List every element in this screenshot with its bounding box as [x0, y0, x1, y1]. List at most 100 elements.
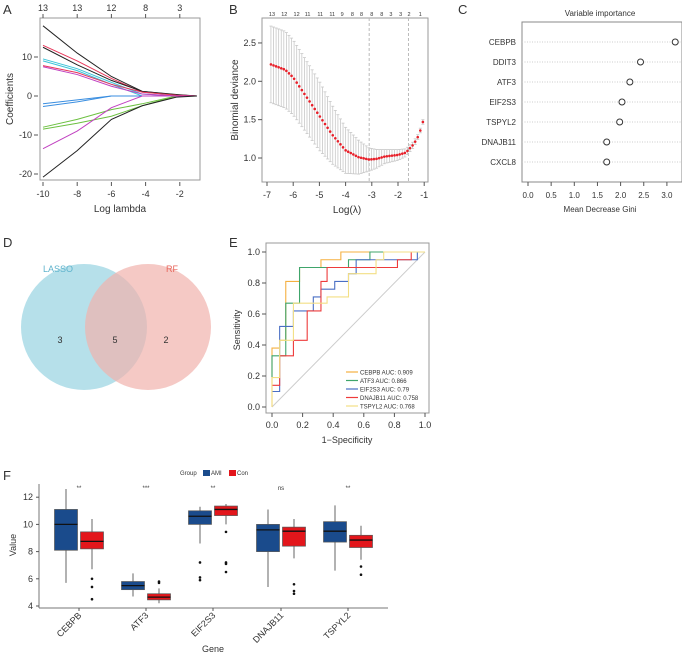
- coefficient-path-11: [42, 95, 197, 150]
- significance-label: **: [77, 486, 82, 492]
- outlier-point: [292, 589, 296, 593]
- deviance-point: [290, 74, 293, 78]
- variable-importance-chart: Variable importance CEBPB DDIT3 ATF3 EIF2S3 T…: [481, 9, 682, 214]
- deviance-point: [372, 157, 376, 161]
- outlier-point: [157, 580, 161, 583]
- deviance-point: [292, 77, 296, 81]
- roc-curve-1: [271, 251, 425, 378]
- box-DNAJB11-AMI: [256, 524, 280, 552]
- x-axis-label: 1−Specificity: [322, 435, 373, 445]
- box-CEBPB-Con: [80, 531, 104, 550]
- outlier-point: [198, 561, 202, 564]
- deviance-point: [390, 154, 394, 157]
- boxplot-chart: Group AMI Con 4 6 8 10 12 CEBPB ** ATF3 *** EIF2S3 **…: [8, 470, 388, 654]
- outlier-point: [359, 573, 363, 577]
- top-tick-label: 11: [329, 12, 335, 18]
- top-tick-label: 8: [380, 12, 383, 18]
- chart-title: Variable importance: [565, 9, 636, 18]
- top-tick-label: 2: [407, 12, 410, 18]
- roc-curve-2: [272, 251, 425, 393]
- deviance-point: [313, 107, 317, 111]
- legend-label: TSPYL2 AUC: 0.768: [360, 405, 415, 411]
- top-tick-label: 3: [389, 12, 392, 18]
- box-EIF2S3-Con: [214, 505, 238, 516]
- x-tick-label: 0.0: [266, 420, 279, 430]
- coefficient-path-5: [42, 65, 197, 97]
- x-tick-label: 1.5: [592, 191, 604, 200]
- x-tick-label: DNAJB11: [251, 610, 286, 645]
- importance-point-DNAJB11: [603, 138, 611, 146]
- top-tick-label: 13: [38, 3, 48, 13]
- box-DNAJB11-Con: [282, 526, 306, 547]
- lasso-only-count: 3: [57, 335, 62, 345]
- deviance-point: [408, 146, 412, 150]
- y-tick-label: 0.8: [247, 278, 260, 288]
- y-tick-label: 1.5: [243, 115, 256, 125]
- deviance-point: [352, 153, 355, 156]
- importance-point-DDIT3: [637, 58, 645, 66]
- x-tick-label: 3.0: [661, 191, 673, 200]
- x-tick-label: 0.8: [388, 420, 401, 430]
- x-tick-label: -5: [315, 190, 323, 200]
- top-tick-label: 12: [294, 12, 300, 18]
- outlier-point: [224, 530, 228, 534]
- y-axis-label: Sensitivity: [232, 309, 242, 350]
- x-tick-label: -1: [420, 190, 428, 200]
- deviance-point: [305, 96, 309, 99]
- deviance-point: [326, 126, 329, 130]
- x-tick-label: -4: [142, 189, 150, 199]
- deviance-point: [285, 69, 288, 73]
- top-tick-label: 13: [72, 3, 82, 13]
- deviance-point: [388, 154, 391, 158]
- x-tick-label: 2.0: [615, 191, 627, 200]
- deviance-point: [411, 144, 414, 147]
- category-label: TSPYL2: [486, 118, 516, 127]
- deviance-point: [323, 122, 327, 126]
- coefficient-path-12: [42, 95, 197, 178]
- legend-label: ATF3 AUC: 0.866: [360, 379, 407, 385]
- x-tick-label: 2.5: [638, 191, 650, 200]
- panel-label-B: B: [229, 2, 238, 17]
- y-tick-label: -10: [19, 130, 32, 140]
- deviance-point: [315, 111, 319, 115]
- importance-point-TSPYL2: [616, 118, 624, 126]
- roc-chart: CEBPB AUC: 0.909 ATF3 AUC: 0.866 EIF2S3 AU…: [232, 242, 431, 445]
- top-tick-label: 9: [341, 12, 344, 18]
- box-CEBPB-AMI: [54, 509, 78, 551]
- deviance-point: [364, 157, 368, 161]
- deviance-point: [300, 88, 304, 92]
- deviance-point: [344, 149, 347, 152]
- lasso-coefficient-chart: -10 -8 -6 -4 -2 -20 -10 0 10 13 13 12 8 3 Log lambda Co…: [5, 3, 201, 215]
- top-tick-label: 11: [305, 12, 311, 18]
- category-label: ATF3: [497, 78, 517, 87]
- deviance-point: [382, 155, 386, 158]
- deviance-point: [328, 130, 332, 133]
- outlier-point: [224, 562, 228, 566]
- deviance-point: [334, 136, 337, 140]
- x-tick-label: -8: [73, 189, 81, 199]
- deviance-point: [406, 149, 409, 153]
- deviance-point: [421, 120, 425, 124]
- top-tick-label: 8: [360, 12, 363, 18]
- outlier-point: [224, 570, 228, 574]
- deviance-point: [354, 154, 358, 158]
- deviance-point: [341, 146, 345, 149]
- y-tick-label: 0.2: [247, 371, 260, 381]
- deviance-point: [416, 135, 420, 139]
- deviance-point: [303, 92, 306, 96]
- top-tick-label: 8: [143, 3, 148, 13]
- panel-label-F: F: [3, 468, 11, 483]
- category-label: DDIT3: [493, 58, 517, 67]
- y-tick-label: 10: [22, 52, 32, 62]
- category-label: CXCL8: [490, 158, 516, 167]
- deviance-point: [336, 140, 340, 143]
- deviance-point: [370, 158, 373, 161]
- outlier-point: [198, 576, 202, 579]
- panel-label-E: E: [229, 235, 238, 250]
- category-label: CEBPB: [489, 38, 516, 47]
- deviance-point: [359, 156, 363, 160]
- x-tick-label: -2: [394, 190, 402, 200]
- x-tick-label: EIF2S3: [189, 610, 217, 638]
- y-tick-label: 8: [28, 547, 33, 557]
- y-tick-label: 4: [28, 601, 33, 611]
